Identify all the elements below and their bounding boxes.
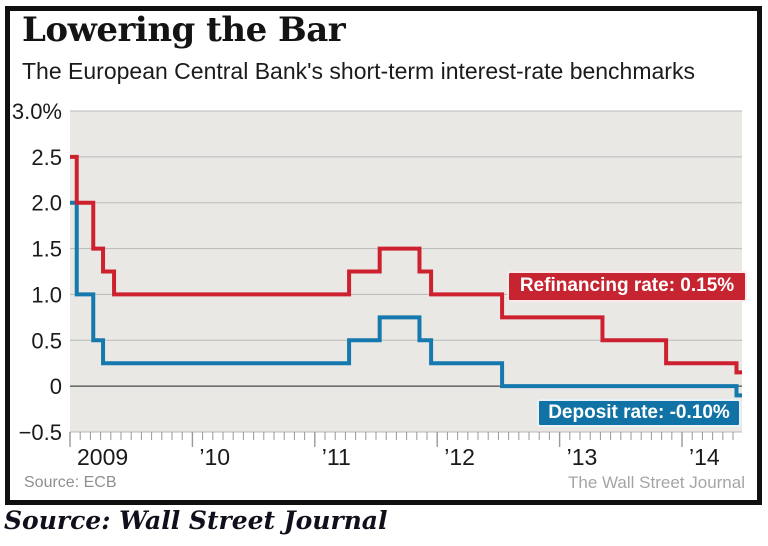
rate-step-chart: 3.0% 2.5 2.0 1.5 1.0 0.5 0 −0.5 2009 ’10 ’11 ’12 ’13…	[12, 99, 742, 470]
x-axis-label: ’13	[567, 444, 598, 470]
y-axis-label: 0.5	[31, 328, 62, 353]
x-axis-label: ’10	[199, 444, 230, 470]
y-axis-label: 1.0	[31, 282, 62, 307]
chart-title: Lowering the Bar	[22, 10, 346, 50]
refinancing-rate-line	[70, 154, 742, 375]
x-axis-label: ’14	[689, 444, 720, 470]
x-axis-label: ’12	[444, 444, 475, 470]
x-axis-label: ’11	[322, 444, 351, 470]
y-axis-label: 2.5	[31, 145, 62, 170]
refinancing-rate-banner: Refinancing rate: 0.15%	[507, 271, 747, 302]
chart-subtitle: The European Central Bank's short-term i…	[22, 58, 695, 84]
y-axis-label: 0	[50, 374, 62, 399]
deposit-rate-banner: Deposit rate: -0.10%	[537, 399, 741, 427]
outer-source-caption: Source: Wall Street Journal	[4, 506, 388, 535]
y-axis-label: 3.0%	[12, 99, 62, 124]
y-axis-label: 2.0	[31, 191, 62, 216]
y-axis-label: 1.5	[31, 237, 62, 262]
deposit-rate-line	[70, 200, 742, 398]
wsj-credit-note: The Wall Street Journal	[568, 473, 745, 492]
x-axis-label: 2009	[77, 444, 128, 470]
source-ecb-note: Source: ECB	[24, 474, 117, 491]
y-axis-label: −0.5	[19, 420, 62, 445]
